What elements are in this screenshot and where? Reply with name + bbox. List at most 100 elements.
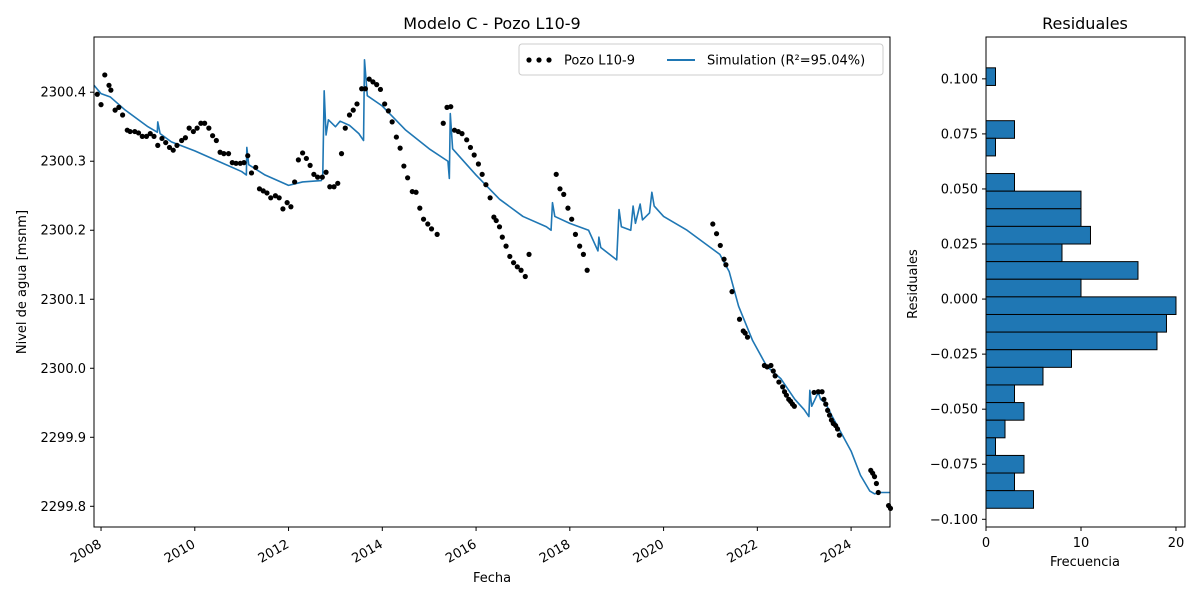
observed-point — [116, 104, 122, 110]
observed-point — [825, 407, 831, 413]
observed-point — [166, 144, 173, 151]
observed-point — [102, 72, 108, 78]
observed-point — [311, 171, 317, 177]
histogram-y-tick-label: −0.075 — [930, 458, 978, 473]
observed-point — [791, 403, 797, 409]
histogram-bar — [985, 384, 1015, 404]
histogram-y-axis-title: Residuales — [906, 249, 921, 319]
legend-label-observed: Pozo L10-9 — [564, 54, 635, 69]
observed-point — [425, 221, 431, 227]
histogram-y-tick-label: 0.025 — [941, 238, 978, 253]
observed-point — [420, 216, 427, 222]
observed-point — [342, 125, 348, 131]
histogram-y-tick-label: 0.050 — [941, 182, 978, 197]
observed-point — [370, 79, 376, 85]
observed-point — [742, 330, 748, 336]
observed-point — [206, 125, 212, 131]
observed-point — [577, 243, 583, 249]
histogram-y-tick-label: 0.000 — [941, 293, 978, 308]
observed-point — [120, 112, 126, 118]
observed-point — [811, 389, 817, 396]
observed-point — [479, 171, 485, 177]
residuals-histogram: Residuales 0 10 20 −0.100 −0.075 −0.050 −0.02… — [906, 14, 1186, 570]
observed-point — [393, 134, 399, 140]
histogram-bar — [985, 331, 1158, 351]
observed-point — [821, 396, 827, 402]
histogram-bar — [985, 437, 996, 456]
observed-point — [503, 243, 509, 249]
observed-point — [174, 142, 180, 148]
observed-point — [471, 152, 477, 158]
observed-point — [346, 112, 353, 118]
observed-point — [213, 137, 219, 144]
observed-point — [323, 169, 329, 175]
observed-point — [440, 120, 446, 126]
observed-point — [253, 164, 259, 171]
observed-point — [768, 362, 774, 369]
observed-point — [338, 151, 345, 157]
observed-point — [374, 82, 380, 88]
observed-point — [572, 231, 579, 237]
histogram-y-tick-label: −0.025 — [930, 348, 978, 363]
observed-point — [783, 392, 790, 398]
histogram-bar — [985, 296, 1177, 315]
y-tick-label: 2299.9 — [41, 431, 87, 446]
observed-point — [303, 155, 309, 162]
observed-point — [413, 189, 419, 195]
observed-point — [483, 182, 489, 188]
observed-point — [744, 334, 751, 340]
observed-point — [397, 145, 403, 151]
observed-point — [507, 253, 513, 260]
observed-point — [389, 119, 395, 125]
histogram-bar — [985, 190, 1082, 210]
observed-point — [327, 184, 333, 190]
observed-point — [366, 76, 372, 82]
histogram-frame — [985, 36, 1186, 528]
y-tick-label: 2300.3 — [41, 155, 87, 170]
observed-point — [264, 190, 270, 196]
observed-point — [487, 195, 493, 201]
histogram-bar — [985, 313, 1167, 333]
histogram-bar — [985, 419, 1006, 439]
histogram-bar — [985, 208, 1082, 227]
histogram-bar — [985, 366, 1044, 386]
observed-point — [569, 216, 575, 222]
observed-point — [526, 251, 532, 257]
observed-point — [182, 135, 189, 141]
observed-point — [770, 368, 776, 374]
observed-point — [335, 180, 341, 186]
observed-point — [875, 489, 881, 496]
observed-point — [401, 163, 407, 169]
observed-point — [553, 171, 559, 177]
y-tick-label: 2300.2 — [41, 224, 87, 239]
histogram-bar — [985, 472, 1015, 492]
histogram-bar — [985, 225, 1091, 245]
histogram-x-tick-label: 0 — [982, 536, 990, 551]
legend-label-simulation: Simulation (R²=95.04%) — [707, 54, 865, 69]
histogram-y-tick-label: 0.100 — [941, 72, 978, 87]
observed-point — [233, 160, 239, 166]
histogram-bar — [985, 173, 1015, 192]
main-y-axis: 2299.8 2299.9 2300.0 2300.1 2300.2 2300.3 2300… — [41, 86, 94, 515]
observed-point — [319, 174, 325, 180]
observed-point — [179, 137, 185, 144]
observed-point — [350, 107, 356, 113]
legend-dot — [546, 57, 552, 63]
simulation-line — [93, 58, 890, 495]
observed-point — [475, 161, 482, 167]
observed-point — [248, 170, 255, 176]
observed-point — [823, 401, 829, 407]
histogram-bar — [985, 243, 1063, 263]
observed-point — [385, 108, 391, 114]
observed-point — [143, 133, 150, 139]
histogram-bar — [985, 454, 1025, 474]
observed-point — [280, 206, 286, 212]
observed-point — [721, 256, 727, 262]
observed-point — [499, 234, 505, 240]
observed-point — [170, 147, 176, 153]
observed-point — [300, 150, 306, 156]
observed-point — [736, 316, 743, 322]
histogram-title: Residuales — [1042, 14, 1128, 33]
observed-point — [194, 125, 200, 131]
